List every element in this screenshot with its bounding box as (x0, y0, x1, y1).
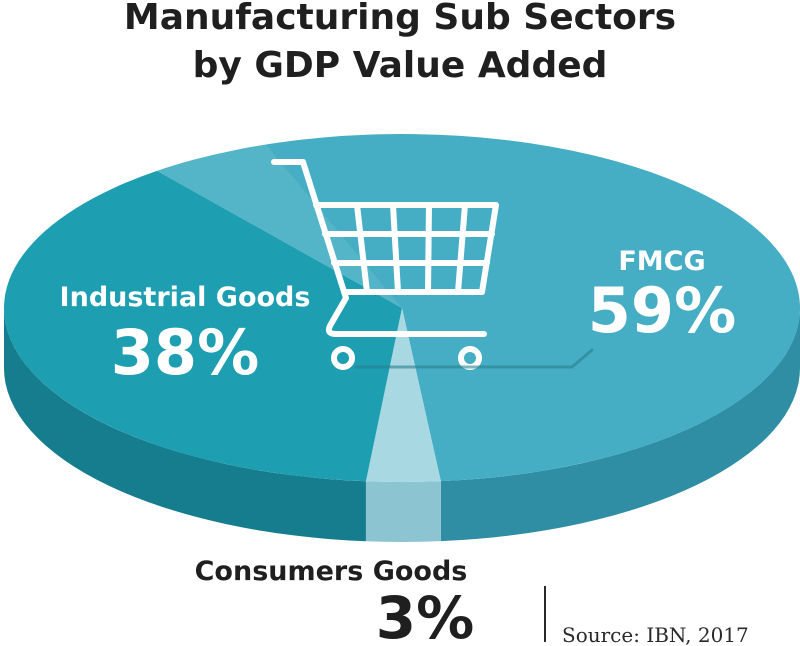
pie-side-consumers-goods (365, 481, 441, 542)
chart-title-line-1: Manufacturing Sub Sectors (124, 0, 676, 38)
pie-slice-consumers-goods (365, 308, 441, 482)
fmcg-label: FMCG (618, 246, 705, 277)
pie-side (4, 308, 800, 542)
pie-slice-industrial-goods (4, 170, 402, 482)
pie-top (4, 134, 800, 482)
chart-title-line-2: by GDP Value Added (193, 45, 608, 86)
pie-slice-fmcg (156, 134, 800, 482)
pie-highlight (156, 144, 402, 308)
industrial-goods-label: Industrial Goods (60, 282, 311, 313)
industrial-goods-value: 38% (111, 316, 259, 389)
pie-side-fmcg (440, 308, 800, 542)
consumers-goods-value: 3% (376, 584, 474, 646)
shopping-cart-icon (271, 159, 594, 370)
consumers-goods-label: Consumers Goods (195, 556, 468, 587)
source-note: Source: IBN, 2017 (562, 623, 749, 646)
fmcg-value: 59% (588, 274, 736, 347)
pie-side-industrial-goods (4, 308, 366, 542)
